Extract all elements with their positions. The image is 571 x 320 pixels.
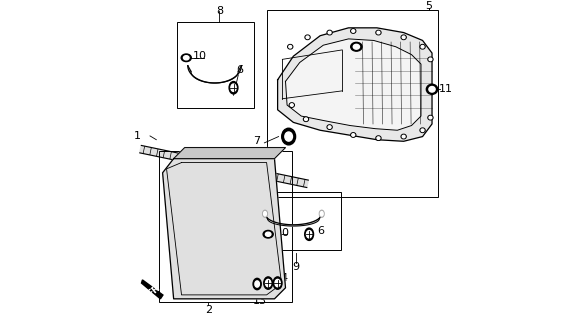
Ellipse shape [307, 230, 312, 238]
Ellipse shape [429, 58, 432, 60]
Ellipse shape [377, 31, 380, 34]
Text: 11: 11 [439, 84, 453, 94]
Text: 2: 2 [205, 305, 212, 315]
Bar [159, 151, 292, 302]
Text: 3: 3 [272, 272, 279, 282]
Ellipse shape [304, 118, 307, 121]
Text: FR.: FR. [146, 281, 164, 298]
Ellipse shape [327, 30, 332, 35]
Ellipse shape [420, 128, 425, 132]
Ellipse shape [285, 132, 292, 141]
Ellipse shape [328, 126, 331, 128]
Ellipse shape [319, 210, 324, 217]
Ellipse shape [288, 44, 293, 49]
Text: 12: 12 [364, 41, 378, 51]
Ellipse shape [303, 117, 308, 121]
Text: 9: 9 [292, 262, 299, 272]
Ellipse shape [263, 210, 267, 217]
Ellipse shape [377, 137, 380, 140]
Ellipse shape [231, 84, 236, 92]
Bar [251, 192, 341, 250]
Ellipse shape [427, 84, 438, 94]
Ellipse shape [352, 134, 355, 136]
Text: 10: 10 [193, 51, 207, 61]
Polygon shape [286, 39, 421, 130]
Ellipse shape [266, 279, 271, 287]
Polygon shape [140, 146, 308, 188]
Ellipse shape [264, 277, 272, 289]
Text: 1: 1 [134, 131, 140, 141]
Ellipse shape [421, 45, 424, 48]
Ellipse shape [376, 136, 381, 140]
Polygon shape [174, 148, 286, 159]
Ellipse shape [421, 129, 424, 132]
Bar [177, 21, 254, 108]
Ellipse shape [351, 29, 356, 33]
Text: 8: 8 [216, 6, 223, 16]
Ellipse shape [327, 125, 332, 129]
Ellipse shape [275, 279, 280, 287]
Ellipse shape [351, 42, 362, 51]
Bar [267, 10, 439, 197]
Ellipse shape [320, 212, 323, 216]
Ellipse shape [289, 45, 292, 48]
Ellipse shape [306, 36, 309, 39]
Text: 6: 6 [236, 65, 244, 76]
Ellipse shape [352, 30, 355, 32]
Ellipse shape [429, 86, 435, 92]
Ellipse shape [305, 228, 313, 240]
Ellipse shape [428, 57, 433, 61]
Ellipse shape [402, 135, 405, 138]
Ellipse shape [401, 134, 406, 139]
Polygon shape [188, 66, 242, 83]
Ellipse shape [401, 35, 406, 39]
Ellipse shape [351, 133, 356, 137]
Text: 4: 4 [280, 273, 287, 283]
Text: 10: 10 [276, 228, 289, 238]
Ellipse shape [263, 230, 273, 238]
Polygon shape [278, 28, 432, 141]
Ellipse shape [376, 30, 381, 35]
Text: 13: 13 [254, 296, 267, 306]
Polygon shape [163, 159, 286, 299]
Ellipse shape [289, 103, 294, 107]
Text: 7: 7 [254, 136, 260, 146]
Ellipse shape [353, 44, 360, 49]
Ellipse shape [429, 116, 432, 119]
Ellipse shape [291, 104, 293, 106]
Ellipse shape [428, 116, 433, 120]
Ellipse shape [273, 277, 282, 289]
Ellipse shape [402, 36, 405, 39]
Ellipse shape [253, 278, 262, 290]
Polygon shape [142, 280, 163, 299]
Ellipse shape [328, 31, 331, 34]
Ellipse shape [264, 212, 267, 216]
Ellipse shape [305, 35, 310, 39]
Ellipse shape [282, 128, 296, 145]
Ellipse shape [420, 44, 425, 49]
Ellipse shape [266, 232, 271, 236]
Ellipse shape [229, 82, 238, 94]
Text: 5: 5 [425, 1, 432, 11]
Text: 6: 6 [317, 226, 324, 236]
Polygon shape [265, 214, 321, 226]
Ellipse shape [255, 281, 259, 287]
Ellipse shape [181, 54, 191, 61]
Ellipse shape [183, 56, 189, 60]
